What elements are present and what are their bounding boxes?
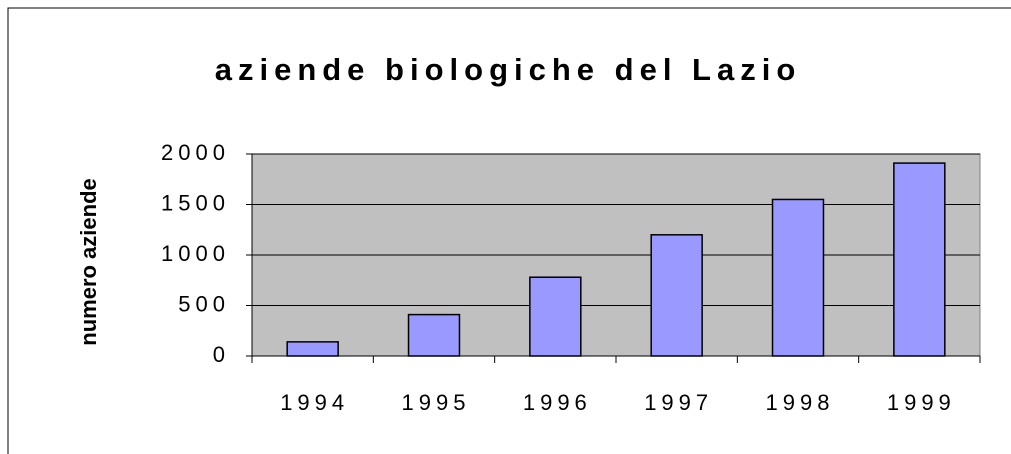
bar: [771, 198, 825, 357]
y-tick-label: 1500: [161, 190, 230, 215]
x-tick-label: 1999: [887, 390, 956, 415]
y-tick-label: 500: [178, 291, 230, 316]
y-tick-label: 2000: [161, 140, 230, 165]
x-tick-label: 1994: [280, 390, 349, 415]
bar: [893, 162, 946, 357]
y-tick-label: 1000: [161, 241, 230, 266]
x-tick-label: 1998: [766, 390, 835, 415]
chart-title: aziende biologiche del Lazio: [215, 52, 802, 87]
y-axis-label: numero aziende: [76, 178, 101, 345]
y-tick-label: 0: [213, 342, 230, 367]
x-tick-label: 1995: [402, 390, 471, 415]
x-tick-label: 1997: [644, 390, 713, 415]
x-tick-label: 1996: [523, 390, 592, 415]
bar: [529, 276, 582, 357]
bar: [286, 341, 339, 357]
bar: [650, 234, 703, 357]
bar: [407, 313, 461, 357]
